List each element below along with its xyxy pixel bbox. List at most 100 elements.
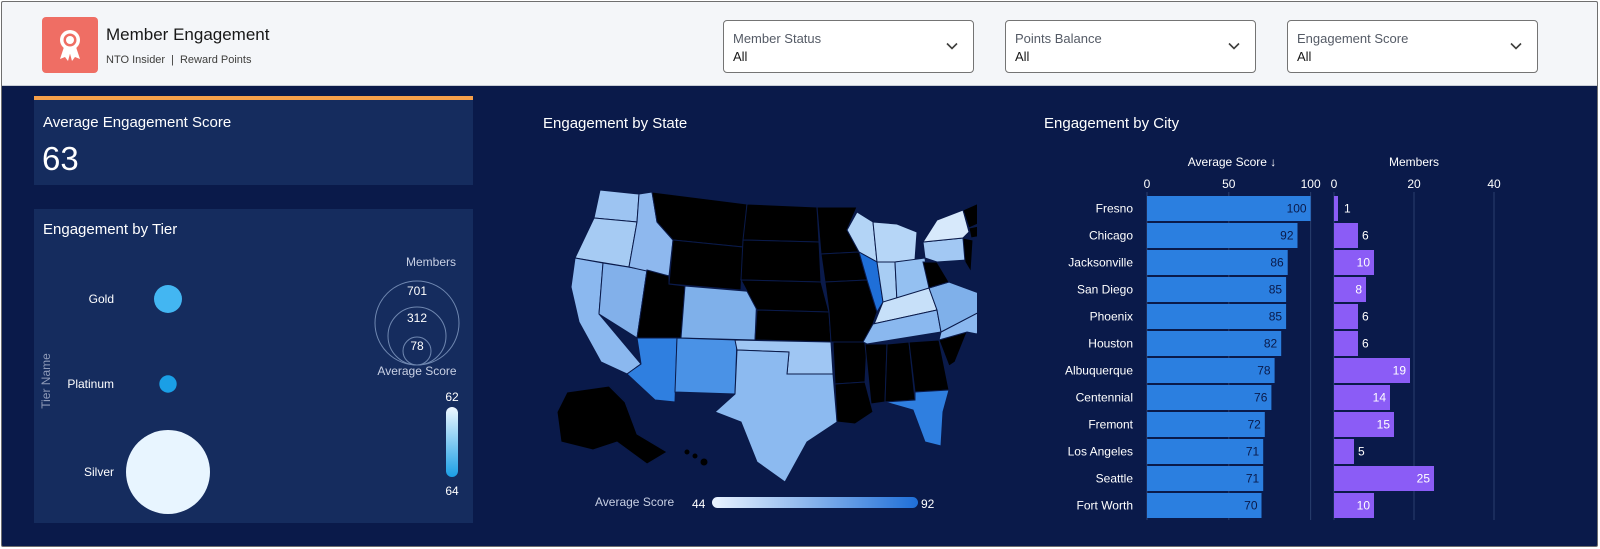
chevron-down-icon: [946, 42, 958, 50]
kpi-title: Average Engagement Score: [43, 114, 232, 131]
engagement-score-filter[interactable]: Engagement Score All: [1287, 20, 1538, 73]
score-bar[interactable]: [1147, 358, 1275, 383]
score-bar[interactable]: [1147, 493, 1262, 518]
members-bar[interactable]: [1334, 196, 1338, 221]
state-nd[interactable]: [742, 203, 820, 243]
members-bar[interactable]: [1334, 223, 1358, 248]
members-bar[interactable]: [1334, 493, 1374, 518]
size-legend-value-large: 701: [407, 284, 427, 298]
state-ma-ct[interactable]: [968, 224, 977, 239]
filter-label: Engagement Score: [1297, 31, 1409, 46]
filter-value: All: [1297, 49, 1312, 64]
members-bar[interactable]: [1334, 250, 1374, 275]
state-vt-nh[interactable]: [962, 202, 977, 229]
state-nc[interactable]: [938, 308, 977, 341]
tier-label: Platinum: [67, 377, 114, 391]
members-bar[interactable]: [1334, 385, 1390, 410]
members-bar[interactable]: [1334, 466, 1434, 491]
city-label: Fort Worth: [1077, 499, 1133, 513]
state-fl[interactable]: [884, 389, 950, 447]
score-bar[interactable]: [1147, 277, 1287, 302]
score-bar-label: 85: [1269, 283, 1283, 297]
page-title: Member Engagement: [106, 25, 270, 44]
members-bar-label: 10: [1357, 499, 1371, 513]
score-bar-label: 71: [1246, 445, 1260, 459]
filter-value: All: [1015, 49, 1030, 64]
points-balance-filter[interactable]: Points Balance All: [1005, 20, 1256, 73]
city-label: Fremont: [1088, 418, 1133, 432]
member-status-filter[interactable]: Member Status All: [723, 20, 974, 73]
chevron-down-icon: [1228, 42, 1240, 50]
state-wy[interactable]: [668, 239, 744, 291]
state-nm[interactable]: [674, 337, 738, 395]
filter-label: Member Status: [733, 31, 822, 46]
score-bar-label: 85: [1269, 310, 1283, 324]
state-wv[interactable]: [922, 261, 950, 289]
color-legend-min: 64: [445, 484, 459, 498]
size-legend-circle-small: [402, 336, 432, 366]
tier-chart-card: Engagement by Tier Tier Name Gold Platinu…: [34, 209, 473, 523]
score-bar-label: 92: [1280, 229, 1294, 243]
filter-label: Points Balance: [1015, 31, 1102, 46]
members-bar-label: 5: [1358, 445, 1365, 459]
score-bar-label: 72: [1247, 418, 1261, 432]
state-sd[interactable]: [740, 239, 822, 283]
members-bar[interactable]: [1334, 304, 1358, 329]
members-tick-label: 40: [1487, 177, 1501, 191]
score-tick-label: 0: [1144, 177, 1151, 191]
currency-name: Reward Points: [179, 54, 252, 66]
tier-bubble-platinum[interactable]: [159, 375, 177, 393]
score-bar[interactable]: [1147, 223, 1298, 248]
members-bar[interactable]: [1334, 358, 1410, 383]
city-label: Chicago: [1089, 229, 1133, 243]
score-bar[interactable]: [1147, 196, 1311, 221]
members-tick-label: 20: [1407, 177, 1421, 191]
members-bar-label: 8: [1355, 283, 1362, 297]
score-bar[interactable]: [1147, 412, 1265, 437]
state-hi-2[interactable]: [691, 452, 699, 460]
score-bar[interactable]: [1147, 250, 1288, 275]
score-bar-label: 86: [1270, 256, 1284, 270]
members-bar-label: 14: [1373, 391, 1387, 405]
state-ny[interactable]: [922, 209, 970, 243]
score-bar[interactable]: [1147, 331, 1282, 356]
state-ar[interactable]: [832, 341, 868, 385]
tier-bubble-gold[interactable]: [154, 285, 182, 313]
state-wa[interactable]: [593, 189, 640, 223]
members-bar[interactable]: [1334, 277, 1366, 302]
city-label: Houston: [1088, 337, 1133, 351]
state-tx[interactable]: [714, 349, 838, 483]
size-legend-title: Members: [406, 255, 456, 269]
filter-value: All: [733, 49, 748, 64]
state-hi-3[interactable]: [699, 457, 709, 467]
score-bar-label: 78: [1257, 364, 1271, 378]
members-bar-label: 6: [1362, 337, 1369, 351]
score-bar[interactable]: [1147, 385, 1272, 410]
state-co[interactable]: [680, 285, 758, 341]
state-mi[interactable]: [872, 221, 918, 263]
members-bar[interactable]: [1334, 331, 1358, 356]
tier-label: Gold: [89, 292, 114, 306]
state-hi-1[interactable]: [683, 448, 691, 456]
city-chart-title: Engagement by City: [1044, 115, 1180, 132]
state-nj[interactable]: [962, 237, 974, 274]
state-az[interactable]: [626, 337, 678, 403]
map-chart-title: Engagement by State: [543, 115, 688, 132]
city-label: Fresno: [1096, 202, 1134, 216]
state-ak[interactable]: [556, 385, 668, 465]
members-bar[interactable]: [1334, 412, 1394, 437]
members-bar[interactable]: [1334, 439, 1354, 464]
state-la[interactable]: [834, 381, 874, 425]
tier-bubble-silver[interactable]: [126, 430, 210, 514]
city-label: Albuquerque: [1065, 364, 1133, 378]
score-bar[interactable]: [1147, 304, 1287, 329]
city-label: Seattle: [1096, 472, 1134, 486]
score-bar[interactable]: [1147, 439, 1264, 464]
state-il[interactable]: [858, 250, 884, 314]
color-legend-title: Average Score: [377, 364, 456, 378]
state-ks[interactable]: [754, 309, 832, 343]
score-bar[interactable]: [1147, 466, 1264, 491]
award-ribbon-icon: [42, 17, 98, 73]
map-legend-min: 44: [692, 497, 706, 511]
